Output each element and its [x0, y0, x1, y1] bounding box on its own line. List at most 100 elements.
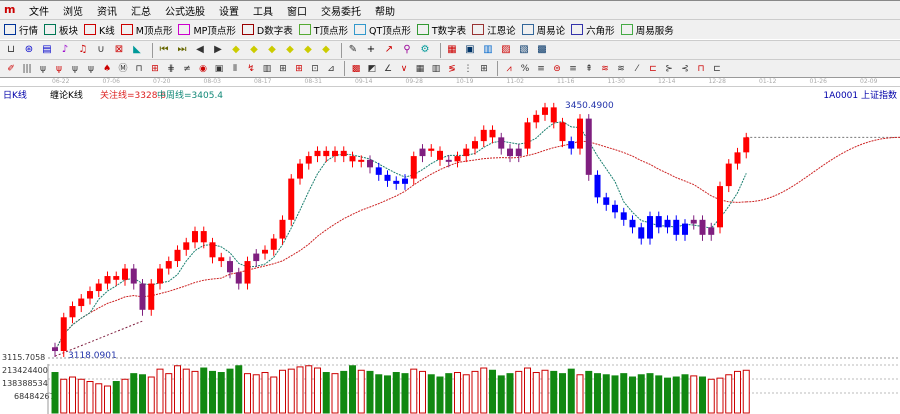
chart-tool-icon[interactable]: ♪ — [61, 44, 69, 55]
drawing-tool-icon[interactable]: ≶ — [448, 63, 456, 74]
chart-tool-icon[interactable]: ◆ — [304, 44, 312, 55]
drawing-tool-icon[interactable]: ⊓ — [135, 63, 143, 74]
chart-tool-icon[interactable]: ▶ — [214, 44, 222, 55]
drawing-tool-icon[interactable]: ⋕ — [167, 63, 175, 74]
toolbar-button[interactable]: 板块 — [44, 23, 78, 37]
drawing-tool-icon[interactable]: ψ — [40, 63, 46, 74]
menu-item[interactable]: 浏览 — [63, 6, 83, 18]
drawing-tool-icon[interactable]: % — [520, 63, 530, 74]
chart-tool-icon[interactable]: ⏮ — [159, 44, 169, 55]
menu-item[interactable]: 帮助 — [375, 6, 395, 18]
drawing-tool-icon[interactable]: ≡ — [537, 63, 545, 74]
drawing-tool-icon[interactable]: ⁄ — [636, 63, 638, 74]
menu-item[interactable]: 资讯 — [97, 6, 117, 18]
indicator-name[interactable]: 缠论K线 — [50, 91, 83, 101]
drawing-tool-icon[interactable]: ⊓ — [697, 63, 705, 74]
drawing-tool-icon[interactable]: ⊞ — [480, 63, 488, 74]
drawing-tool-icon[interactable]: ⊞ — [279, 63, 287, 74]
candle-body — [384, 174, 391, 181]
drawing-tool-icon[interactable]: ◩ — [367, 63, 377, 74]
chart-tool-icon[interactable]: ◣ — [133, 44, 141, 55]
drawing-tool-icon[interactable]: ⋮ — [463, 63, 473, 74]
menu-item[interactable]: 汇总 — [131, 6, 151, 18]
menu-item[interactable]: 设置 — [219, 6, 239, 18]
chart-tool-icon[interactable]: ◀ — [196, 44, 204, 55]
drawing-tool-icon[interactable]: ⊜ — [553, 63, 561, 74]
drawing-tool-icon[interactable]: ψ — [88, 63, 94, 74]
chart-tool-icon[interactable]: ⏭ — [177, 44, 187, 55]
chart-tool-icon[interactable]: ▧ — [519, 44, 529, 55]
toolbar-button[interactable]: K线 — [84, 23, 115, 37]
menu-item[interactable]: 交易委托 — [321, 6, 361, 18]
chart-tool-icon[interactable]: ◆ — [286, 44, 294, 55]
drawing-tool-icon[interactable]: ⊰ — [681, 63, 689, 74]
chart-tool-icon[interactable]: ♫ — [78, 44, 88, 55]
drawing-tool-icon[interactable]: ⩘ — [506, 63, 512, 74]
candlestick-chart[interactable] — [0, 87, 900, 414]
drawing-tool-icon[interactable]: ⊞ — [295, 63, 303, 74]
toolbar-button[interactable]: T顶点形 — [298, 23, 348, 37]
chart-tool-icon[interactable]: ∪ — [97, 44, 105, 55]
drawing-tool-icon[interactable]: ≋ — [601, 63, 609, 74]
drawing-tool-icon[interactable]: ψ — [72, 63, 78, 74]
drawing-tool-icon[interactable]: ▥ — [431, 63, 441, 74]
drawing-tool-icon[interactable]: Ⓜ — [118, 63, 128, 74]
chart-tool-icon[interactable]: ⚲ — [403, 44, 411, 55]
chart-tool-icon[interactable]: ◆ — [232, 44, 240, 55]
chart-tool-icon[interactable]: + — [366, 44, 376, 55]
drawing-tool-icon[interactable]: ⊿ — [327, 63, 335, 74]
chart-tool-icon[interactable]: ▩ — [537, 44, 547, 55]
chart-tool-icon[interactable]: ⚙ — [420, 44, 430, 55]
chart-tool-icon[interactable]: ◆ — [250, 44, 258, 55]
drawing-tool-icon[interactable]: ⊞ — [151, 63, 159, 74]
drawing-tool-icon[interactable]: ⫴ — [233, 63, 237, 74]
drawing-tool-icon[interactable]: ◉ — [199, 63, 207, 74]
toolbar-button[interactable]: 六角形 — [571, 23, 615, 37]
toolbar-button[interactable]: 周易论 — [521, 23, 565, 37]
drawing-tool-icon[interactable]: ≡ — [569, 63, 577, 74]
drawing-tool-icon[interactable]: ✐ — [7, 63, 15, 74]
chart-tool-icon[interactable]: ▣ — [465, 44, 475, 55]
drawing-tool-icon[interactable]: ||| — [22, 63, 32, 74]
drawing-tool-icon[interactable]: ∨ — [400, 63, 408, 74]
chart-tool-icon[interactable]: ▨ — [501, 44, 511, 55]
menu-item[interactable]: 文件 — [29, 6, 49, 18]
chart-tool-icon[interactable]: ⊛ — [24, 44, 34, 55]
drawing-tool-icon[interactable]: ⊱ — [665, 63, 673, 74]
drawing-tool-icon[interactable]: ⊏ — [713, 63, 721, 74]
drawing-tool-icon[interactable]: ∠ — [383, 63, 393, 74]
drawing-tool-icon[interactable]: ⇞ — [585, 63, 593, 74]
menu-item[interactable]: 公式选股 — [165, 6, 205, 18]
toolbar-button[interactable]: T数字表 — [416, 23, 466, 37]
drawing-tool-icon[interactable]: ≋ — [617, 63, 625, 74]
drawing-tool-icon[interactable]: ▦ — [415, 63, 425, 74]
drawing-tool-icon[interactable]: ♠ — [102, 63, 112, 74]
chart-tool-icon[interactable]: ▥ — [483, 44, 493, 55]
toolbar-button[interactable]: MP顶点形 — [178, 23, 236, 37]
chart-tool-icon[interactable]: ✎ — [348, 44, 358, 55]
toolbar-button[interactable]: M顶点形 — [120, 23, 172, 37]
chart-tool-icon[interactable]: ⊔ — [7, 44, 15, 55]
toolbar-button[interactable]: 周易服务 — [620, 23, 674, 37]
drawing-tool-icon[interactable]: ↯ — [247, 63, 255, 74]
drawing-tool-icon[interactable]: ▩ — [351, 63, 361, 74]
drawing-tool-icon[interactable]: ⊏ — [649, 63, 657, 74]
drawing-tool-icon[interactable]: ▥ — [262, 63, 272, 74]
drawing-tool-icon[interactable]: ψ — [56, 63, 62, 74]
chart-tool-icon[interactable]: ▤ — [42, 44, 52, 55]
drawing-tool-icon[interactable]: ≠ — [183, 63, 191, 74]
drawing-tool-icon[interactable]: ⊡ — [311, 63, 319, 74]
menu-item[interactable]: 工具 — [253, 6, 273, 18]
chart-tool-icon[interactable]: ▦ — [447, 44, 457, 55]
period-label[interactable]: 日K线 — [3, 91, 27, 101]
drawing-tool-icon[interactable]: ▣ — [214, 63, 224, 74]
toolbar-button[interactable]: QT顶点形 — [354, 23, 411, 37]
chart-tool-icon[interactable]: ↗ — [384, 44, 394, 55]
chart-tool-icon[interactable]: ⊠ — [114, 44, 124, 55]
chart-tool-icon[interactable]: ◆ — [268, 44, 276, 55]
chart-tool-icon[interactable]: ◆ — [322, 44, 330, 55]
menu-item[interactable]: 窗口 — [287, 6, 307, 18]
toolbar-button[interactable]: 行情 — [4, 23, 38, 37]
toolbar-button[interactable]: 江恩论 — [472, 23, 516, 37]
toolbar-button[interactable]: D数字表 — [241, 23, 293, 37]
